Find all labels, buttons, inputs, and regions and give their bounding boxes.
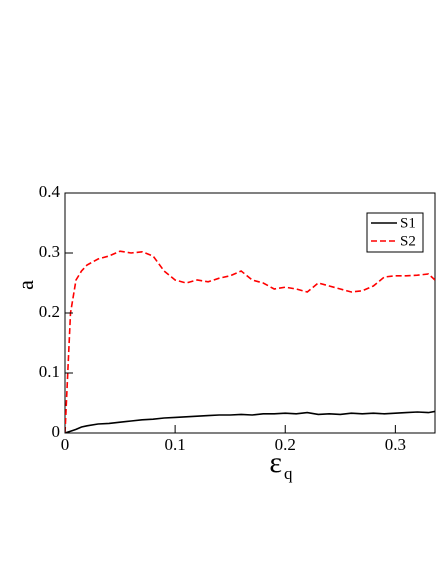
legend-box [366,212,424,253]
y-tick-label: 0.2 [39,302,60,321]
x-axis-label-subscript: q [284,464,293,483]
x-tick-label: 0 [61,435,70,454]
x-tick-label: 0.2 [275,435,296,454]
x-tick-label: 0.1 [164,435,185,454]
series-line [65,410,435,433]
y-axis-label: a [13,280,38,290]
legend-label: S1 [400,215,416,231]
y-tick-label: 0.4 [39,182,61,201]
legend-label: S2 [400,233,416,249]
x-tick-label: 0.3 [385,435,406,454]
series-line [65,250,435,433]
y-tick-label: 0.3 [39,242,60,261]
y-tick-label: 0 [52,422,61,441]
plot-lines [65,250,435,433]
x-axis-label: ε [269,446,282,479]
y-tick-label: 0.1 [39,362,60,381]
